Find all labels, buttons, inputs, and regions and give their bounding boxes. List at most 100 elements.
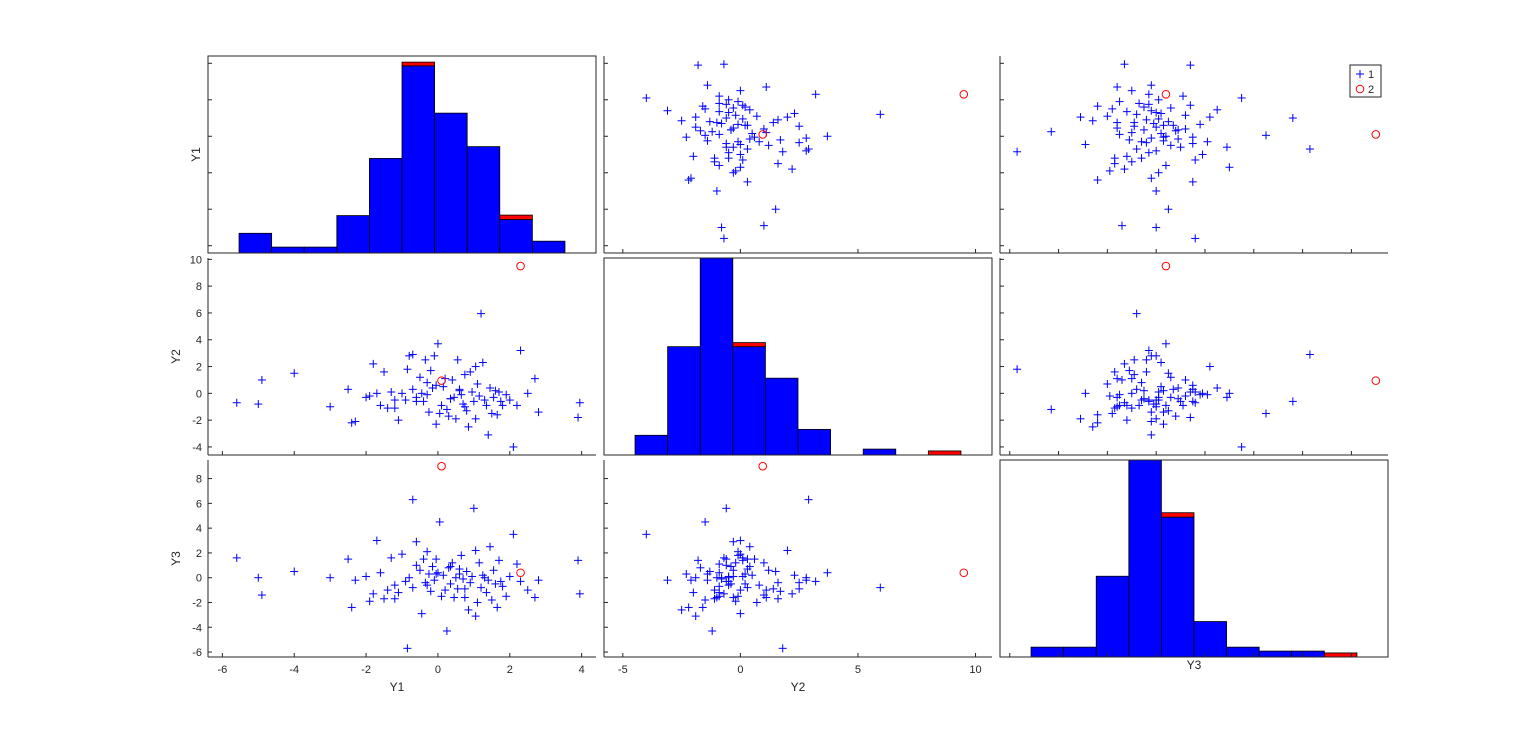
y-tick-label-Y3: 6	[196, 498, 202, 510]
data-point-group1	[398, 389, 406, 398]
data-point-group1	[1076, 113, 1085, 122]
data-point-group1	[1198, 150, 1207, 159]
data-point-group1	[696, 563, 705, 572]
data-point-group1	[752, 598, 761, 607]
data-point-group1	[755, 137, 764, 146]
data-point-group1	[783, 546, 792, 555]
data-point-group1	[433, 568, 442, 577]
legend-box	[1349, 64, 1382, 98]
data-point-group1	[748, 571, 757, 580]
hist-bar-group1	[401, 65, 435, 254]
data-point-group1	[439, 571, 448, 580]
data-point-group1	[460, 370, 469, 379]
x-tick-label-Y2: 10	[969, 664, 981, 676]
legend: 1 2	[1349, 64, 1382, 98]
data-point-group1	[509, 530, 518, 539]
data-point-group1	[724, 95, 733, 104]
data-point-group1	[1169, 385, 1178, 394]
data-point-group1	[453, 584, 462, 593]
data-point-group1	[823, 568, 832, 577]
data-point-group1	[738, 155, 747, 164]
data-point-group1	[738, 556, 747, 565]
data-point-group1	[423, 581, 432, 590]
data-point-group1	[1166, 373, 1175, 382]
data-point-group1	[1127, 86, 1136, 95]
data-point-group1	[1152, 414, 1161, 423]
panel-area	[208, 460, 596, 657]
data-point-group1	[726, 562, 735, 571]
data-point-group1	[1222, 393, 1231, 402]
data-point-group1	[682, 569, 691, 578]
data-point-group1	[1115, 390, 1124, 399]
y-tick-label-Y3: -2	[192, 597, 202, 609]
x-axis-label-Y3: Y3	[1187, 658, 1202, 672]
legend-marker-plus	[1356, 70, 1364, 78]
data-point-group1	[1125, 366, 1134, 375]
hist-bar-group1	[1291, 650, 1325, 658]
data-point-group1	[496, 397, 505, 406]
data-point-group1	[575, 589, 584, 598]
data-point-group1	[1166, 393, 1175, 402]
data-point-group2	[1161, 261, 1171, 271]
hist-bar-group1	[1226, 646, 1260, 658]
data-point-group1	[1152, 108, 1161, 117]
data-point-group1	[738, 114, 747, 123]
data-point-group1	[428, 562, 437, 571]
data-point-group1	[419, 555, 428, 564]
data-point-group1	[731, 558, 740, 567]
data-point-group1	[701, 131, 710, 140]
data-point-group1	[743, 121, 752, 130]
data-point-group1	[344, 555, 353, 564]
panels-layer	[207, 55, 1389, 658]
data-point-group1	[394, 416, 403, 425]
data-point-group1	[1147, 408, 1156, 417]
data-point-group1	[1261, 131, 1270, 140]
data-point-group1	[1132, 110, 1141, 119]
data-point-group1	[473, 598, 482, 607]
data-point-group1	[1047, 127, 1056, 136]
data-point-group1	[502, 592, 511, 601]
data-point-group1	[701, 596, 710, 605]
data-point-group1	[432, 381, 441, 390]
data-point-group1	[1154, 95, 1163, 104]
data-point-group1	[1093, 418, 1102, 427]
x-tick-label-Y1: -4	[289, 664, 299, 676]
data-point-group1	[736, 163, 745, 172]
data-point-group1	[1188, 177, 1197, 186]
data-point-group1	[734, 592, 743, 601]
data-point-group1	[1188, 397, 1197, 406]
data-point-group1	[405, 351, 414, 360]
legend-label-2: 2	[1368, 84, 1374, 96]
data-point-group1	[1013, 147, 1022, 156]
data-point-group1	[715, 582, 724, 591]
data-point-group1	[642, 530, 651, 539]
data-point-group1	[1203, 390, 1212, 399]
panel-Y3-vs-Y2	[603, 460, 992, 658]
data-point-group1	[715, 92, 724, 101]
panel-Y2-vs-Y1	[207, 258, 596, 456]
data-point-group1	[774, 578, 783, 587]
data-point-group1	[475, 558, 484, 567]
data-point-group1	[771, 205, 780, 214]
data-point-group1	[769, 584, 778, 593]
data-point-group1	[689, 152, 698, 161]
data-point-group1	[523, 586, 532, 595]
data-point-group1	[715, 107, 724, 116]
data-point-group1	[1122, 416, 1131, 425]
data-point-group1	[469, 397, 478, 406]
panel-frame	[207, 55, 597, 254]
hist-bar-group1	[336, 215, 370, 254]
x-tick-label-Y1: -2	[361, 664, 371, 676]
data-point-group1	[484, 576, 493, 585]
data-point-group1	[432, 569, 441, 578]
data-point-group1	[232, 553, 241, 562]
data-point-group1	[232, 398, 241, 407]
data-point-group1	[326, 573, 335, 582]
data-point-group1	[1144, 148, 1153, 157]
y-tick-label-Y2: 6	[196, 308, 202, 320]
data-point-group1	[380, 367, 389, 376]
data-point-group1	[1088, 422, 1097, 431]
data-point-group1	[715, 161, 724, 170]
data-point-group1	[1157, 382, 1166, 391]
data-point-group1	[734, 137, 743, 146]
